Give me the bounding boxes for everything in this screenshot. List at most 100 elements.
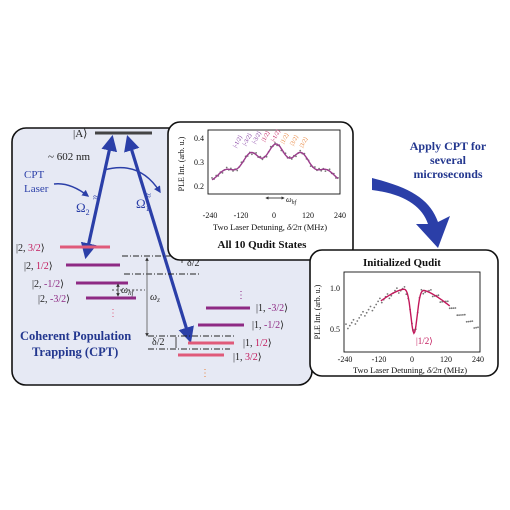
cpt-title-line-2: Trapping (CPT) xyxy=(32,345,118,359)
top-data-point xyxy=(328,168,331,171)
bottom-data-point xyxy=(420,288,423,291)
arrow-caption-line-1: Apply CPT for xyxy=(410,139,487,153)
bottom-data-point xyxy=(448,307,451,310)
top-state-label: |3/2⟩ xyxy=(298,136,310,149)
bottom-data-point xyxy=(388,297,391,300)
bottom-data-point xyxy=(390,294,393,297)
top-data-point xyxy=(324,170,327,173)
bottom-xtick-2: 0 xyxy=(410,355,414,364)
bottom-data-point xyxy=(431,295,434,298)
bottom-data-point xyxy=(422,292,425,295)
top-omega-hf-label: ωhf xyxy=(286,195,298,206)
bottom-data-point xyxy=(375,303,378,306)
top-xtick-4: 240 xyxy=(334,211,346,220)
bottom-data-point xyxy=(471,320,474,322)
cpt-title-line-1: Coherent Population xyxy=(20,329,131,343)
bottom-data-point xyxy=(362,310,364,313)
bottom-data-point xyxy=(379,297,381,300)
level-2-m32-label: |2, -3/2⟩ xyxy=(38,294,70,305)
level-1-dots: ⋮ xyxy=(236,290,246,301)
top-data-point xyxy=(318,167,320,170)
top-xtick-1: -120 xyxy=(234,211,249,220)
bottom-data-point xyxy=(460,314,462,316)
bottom-data-point xyxy=(373,306,376,309)
bottom-data-point xyxy=(463,313,466,316)
arrow-caption-line-2: several xyxy=(430,153,467,167)
top-state-label: |3/2⟩ xyxy=(289,134,301,147)
top-data-point xyxy=(221,172,224,174)
bottom-plot-ylabel: PLE Int. (arb. u.) xyxy=(313,284,322,339)
bottom-data-point xyxy=(462,314,464,316)
bottom-data-point xyxy=(430,289,432,291)
bottom-data-point xyxy=(475,326,477,329)
bottom-ytick-0: 0.5 xyxy=(330,325,340,334)
bottom-data-point xyxy=(450,307,453,310)
cpt-laser-label-1: CPT xyxy=(24,169,44,181)
bottom-xtick-0: -240 xyxy=(338,355,353,364)
bottom-data-point xyxy=(380,301,383,304)
bottom-plot-xlabel: Two Laser Detuning, δ/2π (MHz) xyxy=(353,365,467,375)
bottom-data-point xyxy=(377,300,379,303)
bottom-data-point xyxy=(458,314,460,316)
bottom-data-point xyxy=(386,293,389,295)
top-data-point xyxy=(261,158,264,161)
level-2-p12-label: |2, 1/2⟩ xyxy=(24,261,53,272)
top-plot-xlabel: Two Laser Detuning, δ/2π (MHz) xyxy=(213,222,327,232)
bottom-data-point xyxy=(369,305,372,308)
break-mark-omega2: ≈ xyxy=(93,192,99,204)
top-xtick-3: 120 xyxy=(302,211,314,220)
top-data-point xyxy=(236,169,239,172)
bottom-data-point xyxy=(397,292,400,294)
top-state-label: |1/2⟩ xyxy=(279,132,291,145)
top-data-point xyxy=(211,177,213,179)
level-2-m12-label: |2, -1/2⟩ xyxy=(32,279,64,290)
bottom-data-point xyxy=(365,311,368,314)
top-state-label: |1/2⟩ xyxy=(260,130,272,143)
break-mark-omega1: ≈ xyxy=(145,190,151,202)
bottom-fit-curve xyxy=(380,288,451,335)
level-2-p32-label: |2, 3/2⟩ xyxy=(16,243,45,254)
bottom-data-point xyxy=(477,326,479,329)
bottom-xtick-3: 120 xyxy=(440,355,452,364)
top-data-point xyxy=(251,153,253,156)
bottom-data-point xyxy=(350,321,353,324)
top-ytick-2: 0.4 xyxy=(194,134,204,143)
bottom-data-point xyxy=(354,323,357,325)
top-ytick-0: 0.2 xyxy=(194,182,204,191)
wavelength-label: ~ 602 nm xyxy=(48,151,90,163)
bottom-data-point xyxy=(371,309,374,312)
top-xtick-0: -240 xyxy=(203,211,218,220)
bottom-dip-label: |1/2⟩ xyxy=(416,336,433,346)
bottom-data-point xyxy=(347,327,349,330)
bottom-xtick-4: 240 xyxy=(472,355,484,364)
bottom-xtick-1: -120 xyxy=(372,355,387,364)
bottom-data-point xyxy=(345,323,347,325)
bottom-data-point xyxy=(403,286,406,288)
top-data-point xyxy=(225,166,228,169)
bottom-data-point xyxy=(360,314,362,316)
bottom-data-point xyxy=(437,294,440,297)
bottom-plot-axes xyxy=(343,271,481,353)
bottom-data-point xyxy=(473,327,476,329)
bottom-data-point xyxy=(358,317,361,319)
bottom-data-point xyxy=(356,320,359,322)
bottom-plot-panel xyxy=(309,249,499,377)
bottom-data-point xyxy=(352,318,355,321)
level-1-m12-label: |1, -1/2⟩ xyxy=(252,320,284,331)
bottom-data-point xyxy=(424,291,427,294)
top-fit-curve xyxy=(211,143,339,181)
top-data-point xyxy=(299,149,302,152)
bottom-data-point xyxy=(446,300,449,303)
bottom-data-point xyxy=(396,287,398,289)
top-data-point xyxy=(232,170,234,172)
level-1-m32-label: |1, -3/2⟩ xyxy=(256,303,288,314)
bottom-ytick-1: 1.0 xyxy=(330,284,340,293)
top-plot-ylabel: PLE Int. (arb. u.) xyxy=(177,136,186,191)
bottom-data-point xyxy=(394,289,396,292)
omega-hf-label: ωhf xyxy=(121,285,135,297)
bottom-data-point xyxy=(367,308,370,311)
top-data-point xyxy=(320,169,323,172)
omega1-transition-arrow xyxy=(124,134,194,344)
delta-bottom-label: δ/2 xyxy=(152,337,165,348)
